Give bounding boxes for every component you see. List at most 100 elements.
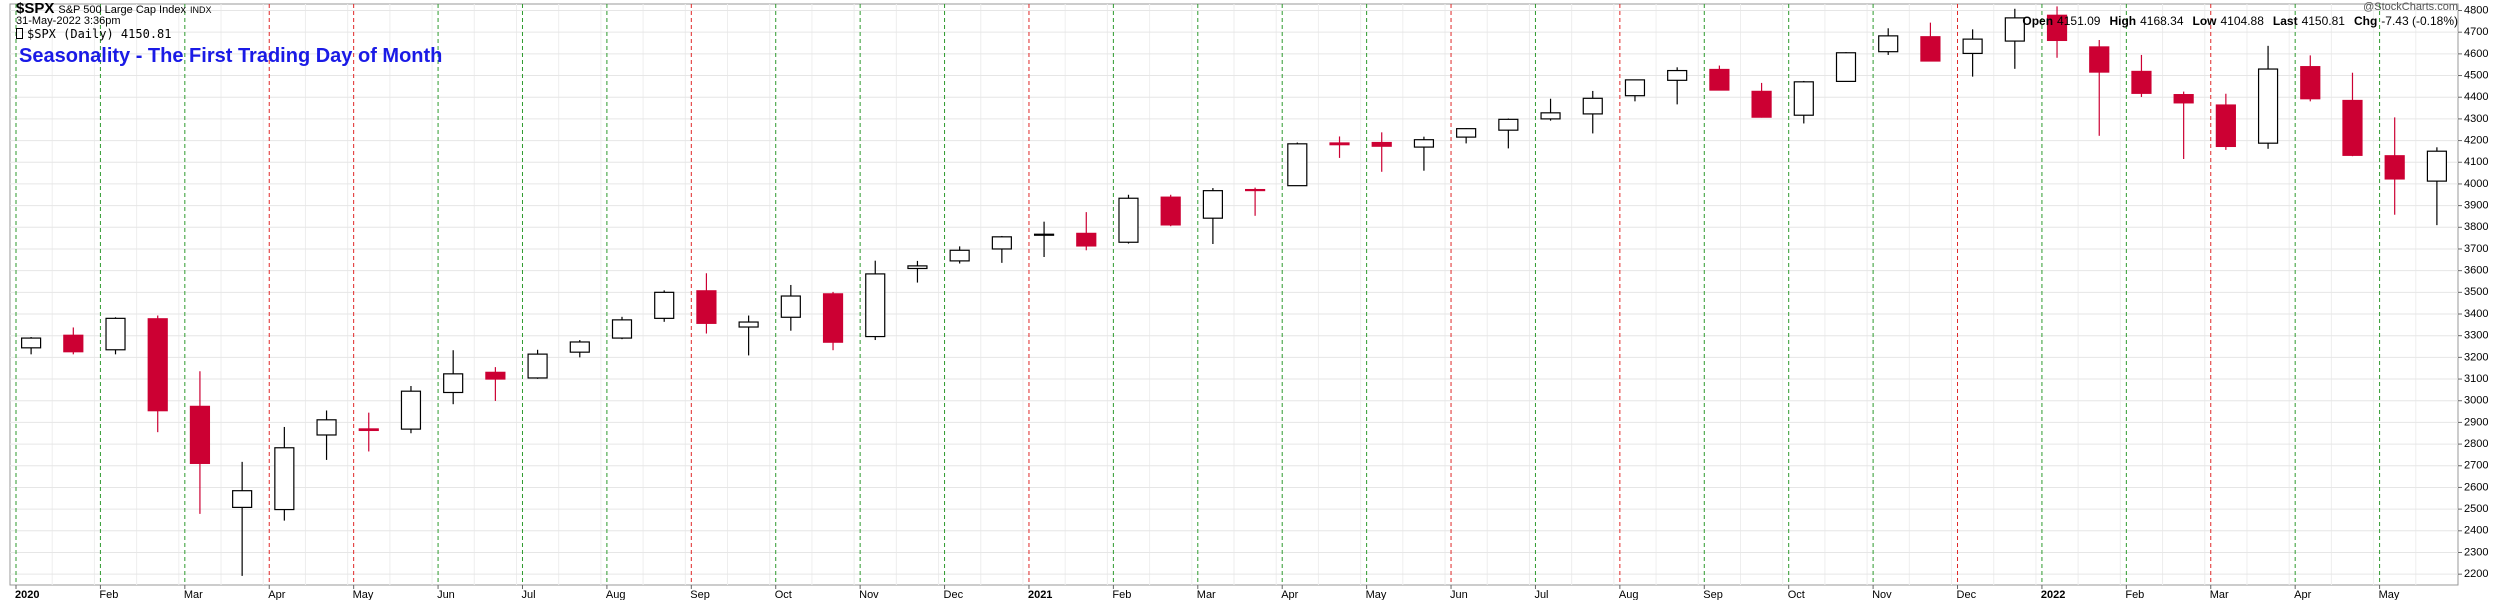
candle-body	[147, 318, 168, 412]
candle-body	[1498, 118, 1519, 131]
candle-body	[189, 405, 211, 464]
y-tick-label: 3100	[2464, 373, 2488, 385]
x-tick-label: May	[2379, 589, 2400, 600]
y-tick-label: 2700	[2464, 460, 2488, 472]
candle-body	[232, 490, 253, 508]
x-tick-label: Dec	[1957, 589, 1977, 600]
y-tick-label: 3200	[2464, 351, 2488, 363]
candle-body	[21, 337, 42, 349]
x-tick-label: Mar	[184, 589, 203, 600]
x-tick-label: Apr	[1281, 589, 1298, 600]
x-tick-label: Sep	[1703, 589, 1723, 600]
x-tick-label: May	[1366, 589, 1387, 600]
x-tick-label: Jul	[1534, 589, 1548, 600]
x-tick-label: Aug	[606, 589, 626, 600]
x-tick-label: Sep	[690, 589, 710, 600]
candle-body	[1793, 81, 1814, 116]
symbol: $SPX	[16, 0, 55, 17]
y-tick-label: 2500	[2464, 503, 2488, 515]
quote-value: 4151.09	[2057, 14, 2101, 28]
y-tick-label: 2200	[2464, 568, 2488, 580]
x-tick-label: Feb	[99, 589, 118, 600]
candle-body	[2342, 99, 2363, 156]
y-tick-label: 4800	[2464, 4, 2488, 16]
x-tick-label: Jun	[1450, 589, 1468, 600]
candle-body	[1540, 112, 1561, 120]
quote-label: Low	[2192, 14, 2217, 28]
x-tick-label: 2022	[2041, 589, 2065, 600]
candle-body	[2173, 94, 2194, 104]
candle-body	[1287, 143, 1308, 187]
y-tick-label: 4100	[2464, 156, 2488, 168]
candle-body	[2215, 104, 2236, 148]
chart-title: Seasonality - The First Trading Day of M…	[19, 45, 443, 67]
candle-body	[105, 317, 126, 351]
candle-body	[274, 447, 295, 511]
quote-bar: Open 4151.09 High 4168.34 Low 4104.88 Last 4150…	[2013, 14, 2458, 28]
candle-body	[865, 273, 886, 338]
candle-body	[1624, 79, 1646, 97]
y-tick-label: 3000	[2464, 395, 2488, 407]
x-tick-label: Aug	[1619, 589, 1639, 600]
quote-label: High	[2109, 14, 2137, 28]
y-tick-label: 3600	[2464, 265, 2488, 277]
x-tick-label: Dec	[944, 589, 964, 600]
candle-body	[1709, 68, 1730, 91]
candle-body	[2257, 68, 2279, 144]
y-tick-label: 2300	[2464, 546, 2488, 558]
y-tick-label: 3700	[2464, 243, 2488, 255]
x-tick-label: Feb	[1112, 589, 1131, 600]
y-tick-label: 3500	[2464, 286, 2488, 298]
quote-label: Last	[2272, 14, 2298, 28]
candle-body	[1962, 38, 1983, 55]
x-tick-label: Apr	[2294, 589, 2311, 600]
candle-body	[2426, 150, 2447, 182]
exchange: INDX	[189, 5, 212, 15]
x-tick-label: Oct	[1788, 589, 1805, 600]
y-tick-label: 4000	[2464, 178, 2488, 190]
candle-body	[569, 341, 590, 353]
candle-body	[485, 371, 506, 380]
quote-value: 4104.88	[2220, 14, 2264, 28]
x-tick-label: Mar	[2210, 589, 2229, 600]
candle-body	[2004, 17, 2025, 42]
candle-body	[1329, 142, 1350, 146]
x-tick-label: Oct	[775, 589, 792, 600]
quote-value: 4150.81	[2301, 14, 2345, 28]
y-tick-label: 3300	[2464, 330, 2488, 342]
y-tick-label: 4600	[2464, 48, 2488, 60]
symbol-line: $SPX S&P 500 Large Cap Index INDX	[16, 0, 212, 17]
y-tick-label: 3400	[2464, 308, 2488, 320]
candle-body	[780, 295, 801, 318]
candle-body	[949, 249, 970, 262]
candle-body	[1033, 233, 1055, 236]
candle-body	[611, 319, 633, 339]
x-tick-label: Nov	[859, 589, 879, 600]
y-tick-label: 2800	[2464, 438, 2488, 450]
timestamp: 31-May-2022 3:36pm	[16, 15, 121, 27]
candle-body	[738, 321, 759, 328]
y-tick-label: 4500	[2464, 69, 2488, 81]
candle-body	[822, 293, 844, 343]
x-tick-label: Jun	[437, 589, 455, 600]
candle-body	[2046, 14, 2068, 42]
candle-body	[1878, 35, 1899, 53]
candle-body	[527, 353, 548, 379]
candle-body	[400, 390, 422, 430]
candle-body	[1371, 141, 1392, 147]
y-tick-label: 4400	[2464, 91, 2488, 103]
candle-body	[2131, 70, 2152, 94]
index-name: S&P 500 Large Cap Index	[58, 4, 186, 16]
candle-body	[443, 373, 464, 394]
candle-body	[2384, 155, 2405, 180]
quote-label: Open	[2022, 14, 2054, 28]
x-tick-label: Jul	[521, 589, 535, 600]
y-tick-label: 4700	[2464, 26, 2488, 38]
candle-body	[1456, 128, 1477, 138]
candle-body	[1076, 232, 1097, 247]
y-tick-label: 3900	[2464, 200, 2488, 212]
candle-body	[2089, 46, 2110, 73]
legend-swatch	[16, 28, 23, 39]
